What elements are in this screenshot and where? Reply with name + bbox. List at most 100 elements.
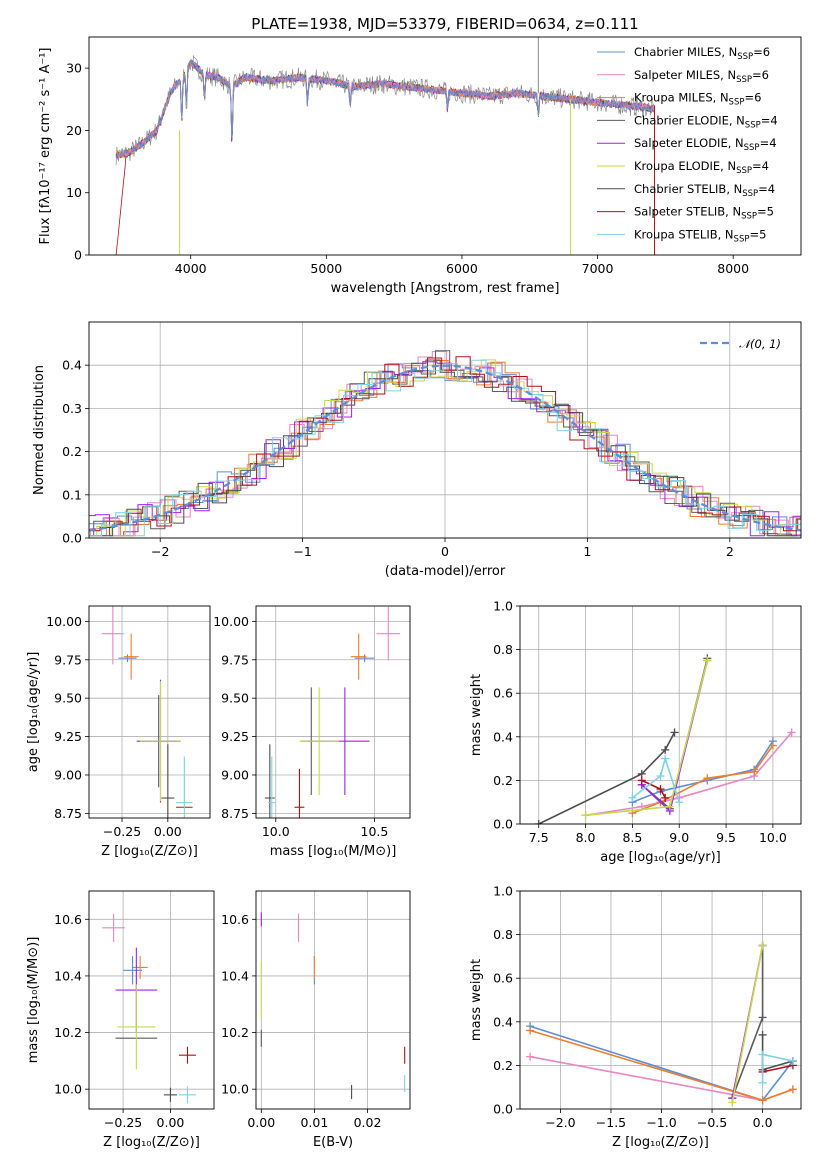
legend-entry: Kroupa ELODIE, NSSP=4 <box>634 159 769 176</box>
y-tick-label: 9.75 <box>221 652 249 667</box>
y-tick-label: 0.6 <box>493 686 513 701</box>
histogram-kroupa_elodie <box>89 359 801 537</box>
x-tick-label: −1.0 <box>646 1115 676 1130</box>
legend-subscript: SSP <box>742 189 758 199</box>
model-spectrum-chabrier_elodie <box>115 59 655 157</box>
x-tick-label: −2 <box>151 544 169 559</box>
y-tick-label: 30 <box>66 61 82 76</box>
y-tick-label: 1.0 <box>493 599 513 614</box>
histogram-kroupa_stelib <box>89 359 801 537</box>
plot-frame <box>255 605 411 819</box>
y-tick-label: 10.6 <box>54 912 82 927</box>
y-tick-label: 0.6 <box>493 971 513 986</box>
mass-vs-ebv-panel: 0.00 0.01 0.02 10.0 10.2 10.4 10.6 E(B-V) <box>221 890 411 1150</box>
y-tick-label: 0.4 <box>62 358 82 373</box>
legend-entry: Kroupa STELIB, NSSP=5 <box>634 227 766 244</box>
y-tick-label: 10.4 <box>54 968 82 983</box>
x-tick-label: 7000 <box>582 261 614 276</box>
legend-entry: Chabrier ELODIE, NSSP=4 <box>634 113 778 130</box>
y-tick-label: 10.4 <box>221 968 249 983</box>
spectrum-panel: 4000 5000 6000 7000 8000 0 10 20 30 wavelength [A… <box>38 36 802 296</box>
legend-entry: Salpeter MILES, NSSP=6 <box>634 68 769 85</box>
legend-entry: Chabrier MILES, NSSP=6 <box>634 45 770 62</box>
model-spectrum-salpeter_elodie <box>115 62 655 160</box>
observed-spectrum-line <box>115 54 655 166</box>
legend-tail: =4 <box>752 159 769 173</box>
x-tick-label: −0.25 <box>103 824 141 839</box>
x-tick-label: −1 <box>293 544 311 559</box>
x-tick-label: 5000 <box>310 261 342 276</box>
histogram-salpeter_stelib <box>89 356 801 532</box>
y-tick-label: 10.0 <box>54 1082 82 1097</box>
histogram-chabrier_elodie <box>89 350 801 537</box>
y-tick-label: 9.25 <box>221 729 249 744</box>
mass-weight-vs-age-panel: 7.5 8.0 8.5 9.0 9.5 10.0 0.0 0.2 0.4 0.6 0.8 1.0 age… <box>469 599 802 865</box>
x-tick-label: 0.02 <box>354 1115 382 1130</box>
x-tick-label: −0.5 <box>697 1115 727 1130</box>
model-spectrum-salpeter_stelib <box>115 59 655 255</box>
normal-curve <box>89 364 801 532</box>
y-axis-label: age [log₁₀(age/yr)] <box>26 652 41 773</box>
x-tick-label: −0.25 <box>104 1115 142 1130</box>
y-tick-label: 0.3 <box>62 401 82 416</box>
legend-tail: =5 <box>749 227 766 241</box>
x-tick-label: 2 <box>726 544 734 559</box>
x-tick-label: 1 <box>583 544 591 559</box>
residual-histogram-panel: −2 −1 0 1 2 0.0 0.1 0.2 0.3 0.4 (data-model)/error… <box>32 321 802 579</box>
legend-entry: Salpeter ELODIE, NSSP=4 <box>634 136 777 153</box>
plot-frame <box>519 605 802 825</box>
y-tick-label: 9.00 <box>54 767 82 782</box>
y-tick-label: 9.75 <box>54 652 82 667</box>
x-axis-label: wavelength [Angstrom, rest frame] <box>331 281 560 296</box>
y-tick-label: 10.00 <box>213 614 249 629</box>
x-axis-label: mass [log₁₀(M/M⊙)] <box>270 844 397 859</box>
x-tick-label: 8.0 <box>576 830 596 845</box>
legend-subscript: SSP <box>741 212 757 222</box>
weight-line-kroupa_elodie <box>731 945 764 1103</box>
mass-weight-vs-metallicity-panel: −2.0 −1.5 −1.0 −0.5 0.0 0.0 0.2 0.4 0.6 0.8 1.0 Z [… <box>469 884 802 1150</box>
plot-frame <box>88 321 802 539</box>
x-axis-label: Z [log₁₀(Z/Z⊙)] <box>103 1135 200 1150</box>
y-tick-label: 0.4 <box>493 729 513 744</box>
x-tick-label: 0.00 <box>157 1115 185 1130</box>
error-bars <box>260 912 406 1100</box>
legend-tail: =4 <box>761 113 778 127</box>
x-tick-label: −2.0 <box>545 1115 575 1130</box>
y-tick-label: 10.0 <box>221 1082 249 1097</box>
error-bars <box>102 913 197 1104</box>
plot-frame <box>255 890 411 1110</box>
legend-tail: =6 <box>752 68 769 82</box>
x-tick-label: 8.5 <box>622 830 642 845</box>
x-tick-label: 10.0 <box>262 824 290 839</box>
x-axis-label: Z [log₁₀(Z/Z⊙)] <box>101 844 198 859</box>
weight-lines <box>526 941 797 1107</box>
x-tick-label: 9.0 <box>669 830 689 845</box>
y-tick-label: 10.2 <box>54 1025 82 1040</box>
weight-line-kroupa_stelib <box>631 755 680 803</box>
error-bars <box>264 606 401 818</box>
model-spectrum-kroupa_miles <box>115 59 655 158</box>
y-tick-label: 9.25 <box>54 729 82 744</box>
legend-subscript: SSP <box>736 75 752 85</box>
x-tick-label: 9.5 <box>716 830 736 845</box>
histograms <box>89 350 801 537</box>
y-tick-label: 0.4 <box>493 1014 513 1029</box>
legend-tail: =4 <box>758 182 775 196</box>
y-tick-label: 10 <box>66 185 82 200</box>
y-tick-label: 10.6 <box>221 912 249 927</box>
x-tick-label: 7.5 <box>529 830 549 845</box>
x-axis-label: E(B-V) <box>313 1135 353 1150</box>
y-tick-label: 0.2 <box>493 1058 513 1073</box>
y-axis-label: Normed distribution <box>32 365 47 495</box>
legend-subscript: SSP <box>737 52 753 62</box>
legend-entry: 𝒩(0, 1) <box>739 337 781 351</box>
y-tick-label: 1.0 <box>493 884 513 899</box>
y-tick-label: 0.0 <box>493 817 513 832</box>
x-tick-label: 0 <box>441 544 449 559</box>
y-tick-label: 0.2 <box>62 444 82 459</box>
legend-subscript: SSP <box>744 143 760 153</box>
y-tick-label: 9.00 <box>221 767 249 782</box>
plot-frame <box>88 36 802 256</box>
x-tick-label: −1.5 <box>596 1115 626 1130</box>
